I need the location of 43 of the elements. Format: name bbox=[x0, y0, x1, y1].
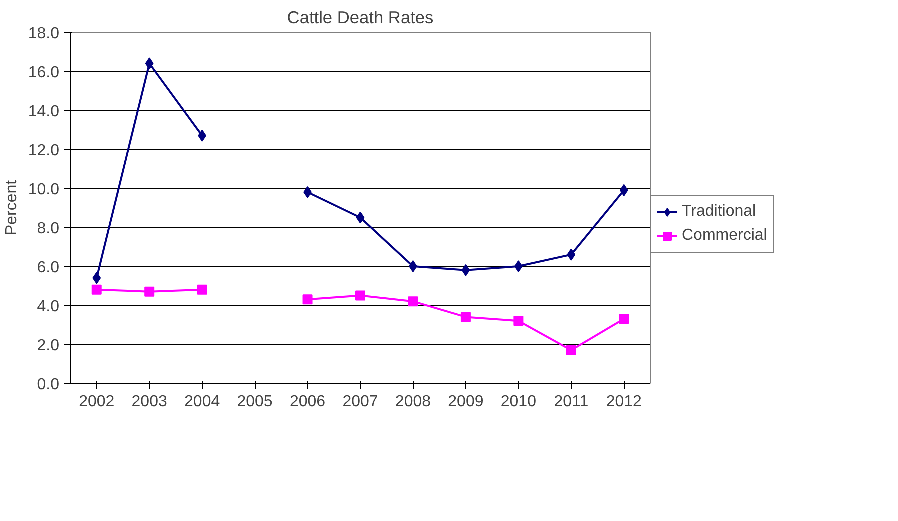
x-tick-label: 2008 bbox=[395, 394, 432, 410]
point bbox=[409, 260, 418, 272]
point bbox=[620, 184, 628, 196]
x-tick-label: 2010 bbox=[500, 394, 537, 410]
x-tick-label: 2002 bbox=[79, 394, 115, 410]
y-tick-label: 18.0 bbox=[28, 26, 60, 42]
x-tick-label: 2011 bbox=[554, 394, 589, 410]
x-tick-label: 2006 bbox=[290, 394, 326, 410]
point bbox=[92, 284, 102, 295]
point bbox=[462, 264, 470, 276]
y-tick-label: 12.0 bbox=[28, 142, 60, 160]
point bbox=[514, 316, 524, 326]
point bbox=[92, 272, 102, 284]
x-tick-label: 2004 bbox=[184, 394, 220, 410]
chart-title: Cattle Death Rates bbox=[287, 8, 434, 28]
x-tick-label: 2009 bbox=[448, 394, 484, 410]
point bbox=[567, 248, 576, 261]
point bbox=[619, 314, 630, 324]
x-tick-label: 2007 bbox=[342, 394, 378, 410]
point bbox=[566, 345, 576, 356]
x-tick-label: 2012 bbox=[606, 394, 642, 410]
point bbox=[302, 294, 313, 305]
point bbox=[356, 212, 365, 224]
point bbox=[145, 58, 154, 70]
legend-label: Commercial bbox=[682, 227, 768, 245]
y-tick-label: 14.0 bbox=[28, 104, 60, 120]
y-tick-label: 2.0 bbox=[37, 338, 60, 354]
point bbox=[356, 290, 366, 301]
y-tick-label: 10.0 bbox=[28, 182, 60, 198]
point bbox=[144, 286, 155, 297]
y-tick-label: 4.0 bbox=[37, 298, 60, 316]
point bbox=[514, 260, 523, 272]
point bbox=[460, 312, 471, 322]
y-axis-title: Percent bbox=[3, 180, 20, 236]
y-tick-label: 16.0 bbox=[28, 64, 60, 82]
y-tick-label: 0.0 bbox=[37, 376, 60, 394]
point bbox=[197, 284, 208, 295]
y-tick-label: 8.0 bbox=[37, 220, 60, 238]
x-tick-label: 2005 bbox=[237, 394, 273, 410]
point bbox=[408, 296, 418, 307]
x-tick-label: 2003 bbox=[132, 394, 168, 410]
legend-label: Traditional bbox=[682, 203, 756, 221]
y-tick-label: 6.0 bbox=[37, 260, 60, 276]
